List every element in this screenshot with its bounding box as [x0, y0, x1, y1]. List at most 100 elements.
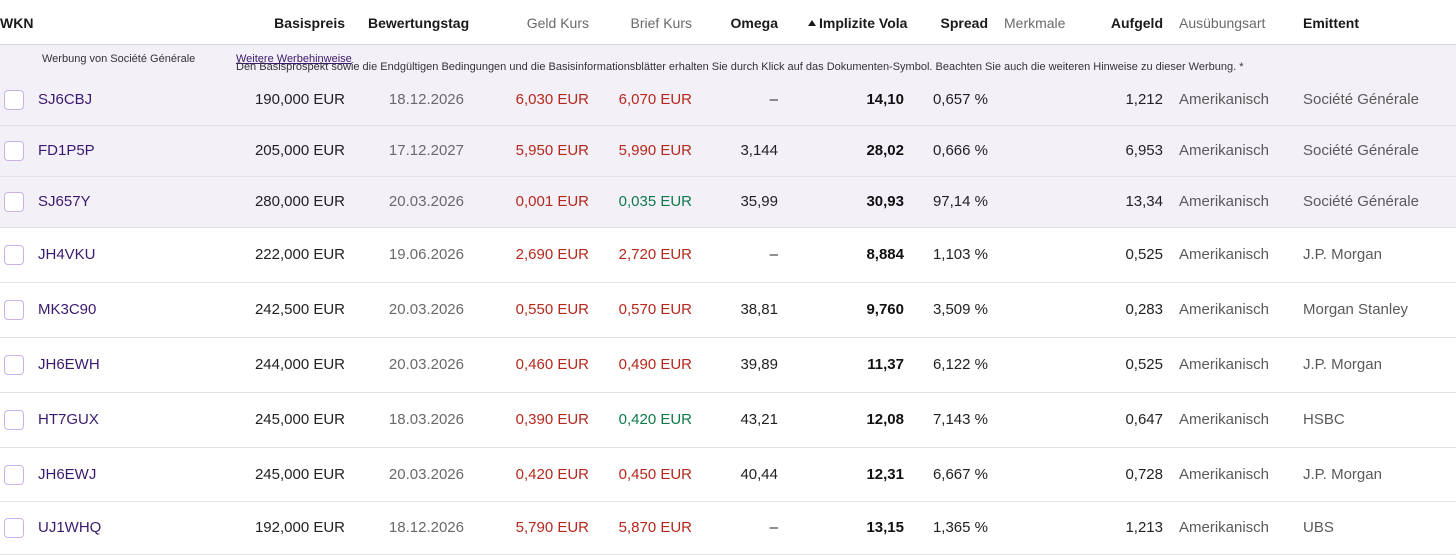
table-row[interactable]: JH6EWJ 245,000 EUR 20.03.2026 0,420 EUR 0,45… [0, 448, 1456, 502]
row-implizite-vola: 12,31 [866, 465, 904, 483]
row-select-checkbox[interactable] [4, 245, 24, 265]
row-omega: – [769, 519, 778, 536]
row-select-checkbox[interactable] [4, 300, 24, 320]
row-brief-kurs: 2,720 EUR [618, 246, 692, 263]
table-row[interactable]: HT7GUX 245,000 EUR 18.03.2026 0,390 EUR 0,42… [0, 393, 1456, 448]
row-wkn[interactable]: FD1P5P [38, 142, 95, 159]
col-header-ausuebungsart: Ausübungsart [1179, 15, 1266, 31]
row-wkn[interactable]: JH4VKU [38, 246, 96, 263]
row-basispreis: 280,000 EUR [254, 193, 345, 210]
row-wkn[interactable]: SJ657Y [38, 193, 91, 210]
row-aufgeld: 0,525 [1125, 246, 1163, 263]
row-emittent: UBS [1303, 519, 1334, 536]
row-aufgeld: 0,525 [1125, 356, 1163, 373]
ad-banner: Werbung von Société Générale Den Basispr… [0, 45, 1456, 75]
row-wkn[interactable]: MK3C90 [38, 301, 97, 318]
col-header-emittent[interactable]: Emittent [1303, 15, 1359, 31]
row-omega: 35,99 [740, 193, 778, 210]
row-select-checkbox[interactable] [4, 192, 24, 212]
row-ausuebungsart: Amerikanisch [1179, 193, 1270, 210]
col-header-implizite-vola[interactable]: Implizite Vola [808, 15, 907, 31]
row-implizite-vola: 14,10 [866, 91, 904, 108]
row-bewertungstag: 20.03.2026 [388, 193, 464, 210]
row-wkn[interactable]: SJ6CBJ [38, 91, 93, 108]
row-wkn[interactable]: HT7GUX [38, 411, 99, 428]
row-geld-kurs: 0,550 EUR [515, 301, 589, 318]
row-wkn[interactable]: UJ1WHQ [38, 519, 102, 536]
table-row[interactable]: SJ657Y 280,000 EUR 20.03.2026 0,001 EUR 0,03… [0, 177, 1456, 228]
row-spread: 0,666 % [932, 142, 988, 159]
row-bewertungstag: 18.12.2026 [388, 91, 464, 108]
row-select-checkbox[interactable] [4, 141, 24, 161]
ad-more-link[interactable]: Weitere Werbehinweise [236, 53, 352, 65]
col-header-bewertungstag[interactable]: Bewertungstag [368, 15, 470, 31]
row-select-checkbox[interactable] [4, 518, 24, 538]
ad-label: Werbung von Société Générale [42, 53, 196, 65]
row-bewertungstag: 19.06.2026 [388, 246, 464, 263]
table-row[interactable]: FD1P5P 205,000 EUR 17.12.2027 5,950 EUR 5,99… [0, 126, 1456, 177]
row-basispreis: 244,000 EUR [254, 356, 345, 373]
row-bewertungstag: 17.12.2027 [388, 142, 464, 159]
row-ausuebungsart: Amerikanisch [1179, 519, 1270, 536]
row-emittent: HSBC [1303, 411, 1345, 428]
row-select-checkbox[interactable] [4, 90, 24, 110]
row-ausuebungsart: Amerikanisch [1179, 301, 1270, 318]
row-geld-kurs: 0,001 EUR [515, 193, 589, 210]
row-geld-kurs: 0,460 EUR [515, 356, 589, 373]
row-brief-kurs: 0,420 EUR [618, 411, 692, 428]
row-emittent: J.P. Morgan [1303, 356, 1382, 373]
row-emittent: J.P. Morgan [1303, 465, 1382, 483]
row-spread: 6,122 % [932, 356, 988, 373]
row-select-checkbox[interactable] [4, 410, 24, 430]
row-basispreis: 222,000 EUR [254, 246, 345, 263]
row-wkn[interactable]: JH6EWH [38, 356, 100, 373]
table-row[interactable]: SJ6CBJ 190,000 EUR 18.12.2026 6,030 EUR 6,07… [0, 75, 1456, 126]
row-emittent: Société Générale [1303, 91, 1419, 108]
col-header-wkn[interactable]: WKN [0, 15, 34, 31]
row-aufgeld: 1,212 [1125, 91, 1163, 108]
row-omega: 43,21 [740, 411, 778, 428]
row-brief-kurs: 6,070 EUR [618, 91, 692, 108]
row-basispreis: 245,000 EUR [254, 465, 345, 483]
row-omega: 3,144 [740, 142, 778, 159]
row-ausuebungsart: Amerikanisch [1179, 91, 1270, 108]
row-spread: 1,103 % [932, 246, 988, 263]
row-brief-kurs: 0,570 EUR [618, 301, 692, 318]
ad-disclaimer-text: Den Basisprospekt sowie die Endgültigen … [236, 61, 1244, 73]
row-implizite-vola: 9,760 [866, 301, 904, 318]
row-spread: 7,143 % [932, 411, 988, 428]
col-header-spread[interactable]: Spread [940, 15, 988, 31]
row-basispreis: 190,000 EUR [254, 91, 345, 108]
row-implizite-vola: 8,884 [866, 246, 904, 263]
col-header-geld-kurs[interactable]: Geld Kurs [526, 15, 589, 31]
row-implizite-vola: 11,37 [867, 356, 904, 373]
col-header-basispreis[interactable]: Basispreis [274, 15, 345, 31]
row-bewertungstag: 20.03.2026 [388, 465, 464, 483]
row-implizite-vola: 28,02 [866, 142, 904, 159]
table-row[interactable]: UJ1WHQ 192,000 EUR 18.12.2026 5,790 EUR 5,87… [0, 502, 1456, 555]
row-aufgeld: 13,34 [1125, 193, 1163, 210]
table-row[interactable]: JH6EWH 244,000 EUR 20.03.2026 0,460 EUR 0,49… [0, 338, 1456, 393]
row-brief-kurs: 0,035 EUR [618, 193, 692, 210]
col-header-aufgeld[interactable]: Aufgeld [1110, 15, 1163, 31]
row-implizite-vola: 12,08 [866, 411, 904, 428]
table-row[interactable]: MK3C90 242,500 EUR 20.03.2026 0,550 EUR 0,57… [0, 283, 1456, 338]
row-emittent: Morgan Stanley [1303, 301, 1409, 318]
col-header-brief-kurs[interactable]: Brief Kurs [630, 15, 692, 31]
row-ausuebungsart: Amerikanisch [1179, 356, 1270, 373]
row-select-checkbox[interactable] [4, 464, 24, 485]
row-implizite-vola: 13,15 [866, 519, 904, 536]
row-bewertungstag: 18.12.2026 [388, 519, 464, 536]
row-select-checkbox[interactable] [4, 355, 24, 375]
row-brief-kurs: 0,490 EUR [618, 356, 692, 373]
row-bewertungstag: 20.03.2026 [388, 356, 464, 373]
row-ausuebungsart: Amerikanisch [1179, 465, 1270, 483]
col-header-omega[interactable]: Omega [730, 15, 778, 31]
row-brief-kurs: 5,990 EUR [618, 142, 692, 159]
row-wkn[interactable]: JH6EWJ [38, 465, 97, 483]
row-aufgeld: 0,283 [1125, 301, 1163, 318]
row-spread: 97,14 % [932, 193, 988, 210]
row-basispreis: 242,500 EUR [254, 301, 345, 318]
table-row[interactable]: JH4VKU 222,000 EUR 19.06.2026 2,690 EUR 2,72… [0, 228, 1456, 283]
row-omega: 40,44 [740, 465, 778, 483]
